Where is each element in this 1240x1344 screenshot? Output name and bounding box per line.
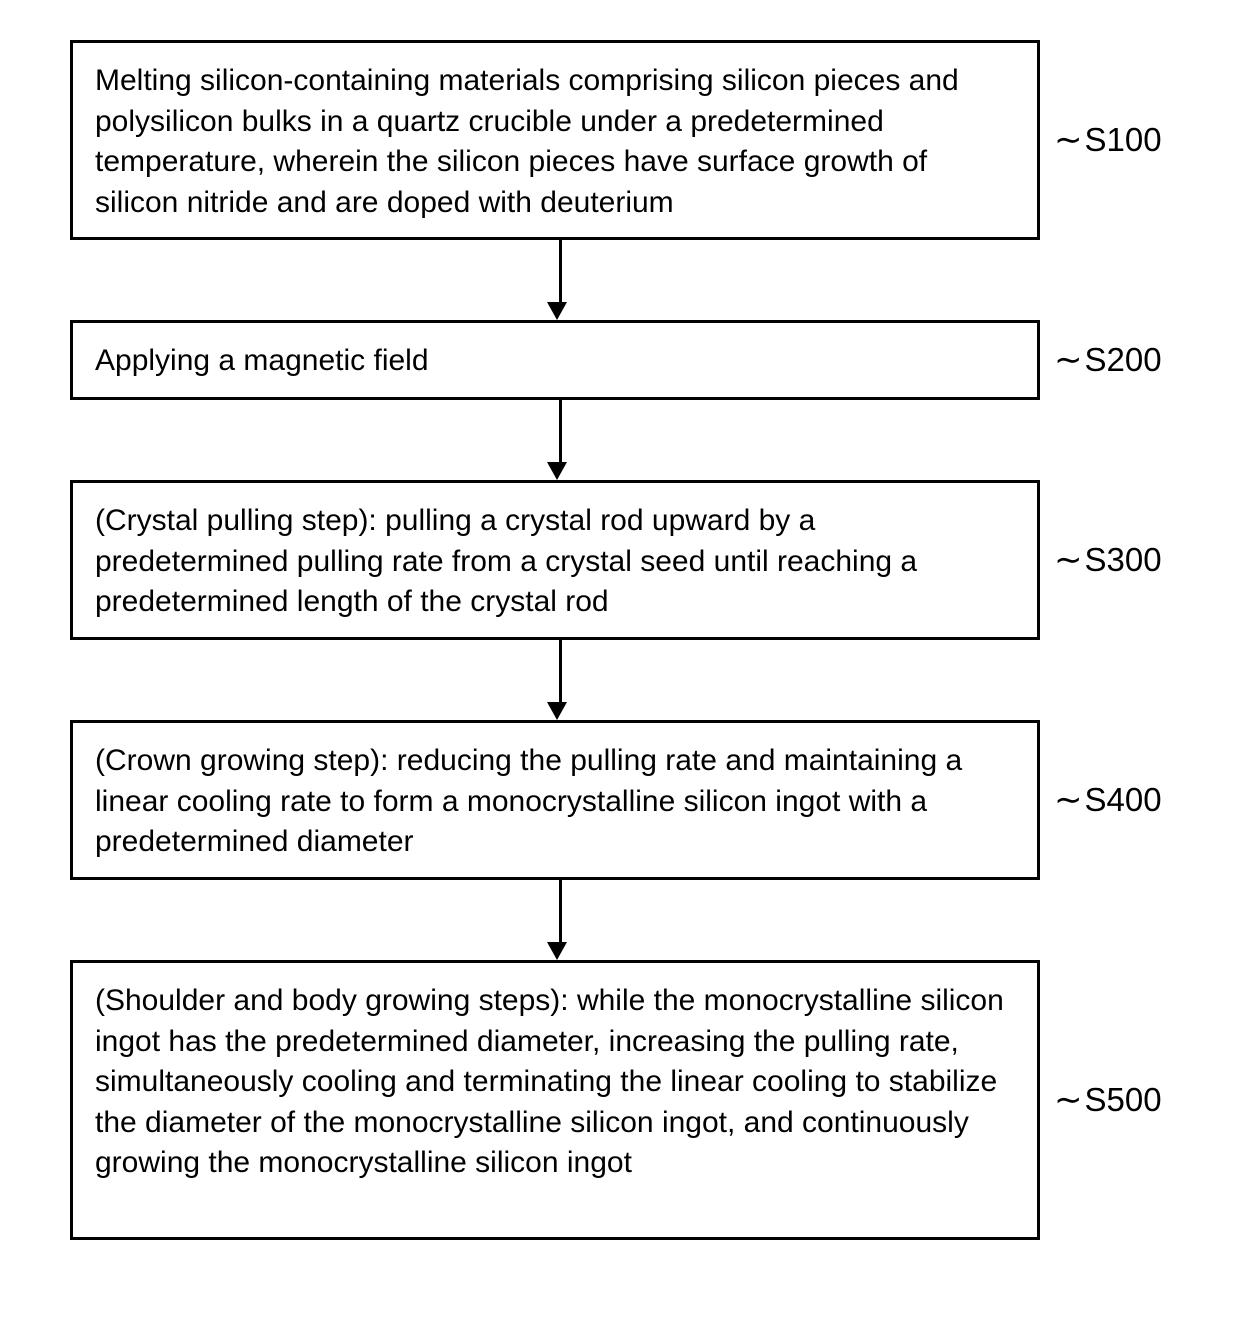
step-box-s500: (Shoulder and body growing steps): while…	[70, 960, 1040, 1240]
arrow-1	[555, 240, 567, 320]
tilde-icon: ∼	[1054, 123, 1083, 157]
flowchart-canvas: Melting silicon-containing materials com…	[0, 0, 1240, 1344]
step-row-s300: (Crystal pulling step): pulling a crysta…	[70, 480, 1162, 640]
step-row-s200: Applying a magnetic field ∼ S200	[70, 320, 1162, 400]
arrow-line	[559, 400, 562, 462]
tilde-icon: ∼	[1054, 783, 1083, 817]
step-box-s100: Melting silicon-containing materials com…	[70, 40, 1040, 240]
arrow-line	[559, 640, 562, 702]
tilde-icon: ∼	[1054, 543, 1083, 577]
tilde-icon: ∼	[1054, 1083, 1083, 1117]
step-label-s500: ∼ S500	[1054, 1081, 1162, 1119]
step-label-s400: ∼ S400	[1054, 781, 1162, 819]
arrow-line	[559, 240, 562, 302]
arrow-3	[555, 640, 567, 720]
step-text-s500: (Shoulder and body growing steps): while…	[95, 981, 1015, 1184]
step-text-s300: (Crystal pulling step): pulling a crysta…	[95, 501, 1015, 623]
step-id-s400: S400	[1085, 781, 1162, 819]
tilde-icon: ∼	[1054, 343, 1083, 377]
step-label-s200: ∼ S200	[1054, 341, 1162, 379]
step-label-s100: ∼ S100	[1054, 121, 1162, 159]
arrow-head-icon	[547, 702, 567, 720]
arrow-head-icon	[547, 942, 567, 960]
step-row-s400: (Crown growing step): reducing the pulli…	[70, 720, 1162, 880]
step-text-s400: (Crown growing step): reducing the pulli…	[95, 741, 1015, 863]
step-id-s500: S500	[1085, 1081, 1162, 1119]
step-row-s100: Melting silicon-containing materials com…	[70, 40, 1162, 240]
arrow-head-icon	[547, 462, 567, 480]
arrow-head-icon	[547, 302, 567, 320]
step-id-s300: S300	[1085, 541, 1162, 579]
step-box-s400: (Crown growing step): reducing the pulli…	[70, 720, 1040, 880]
step-box-s200: Applying a magnetic field	[70, 320, 1040, 400]
step-text-s200: Applying a magnetic field	[95, 341, 1015, 382]
arrow-line	[559, 880, 562, 942]
step-box-s300: (Crystal pulling step): pulling a crysta…	[70, 480, 1040, 640]
arrow-4	[555, 880, 567, 960]
step-id-s200: S200	[1085, 341, 1162, 379]
step-row-s500: (Shoulder and body growing steps): while…	[70, 960, 1162, 1240]
step-id-s100: S100	[1085, 121, 1162, 159]
step-text-s100: Melting silicon-containing materials com…	[95, 61, 1015, 223]
arrow-2	[555, 400, 567, 480]
step-label-s300: ∼ S300	[1054, 541, 1162, 579]
